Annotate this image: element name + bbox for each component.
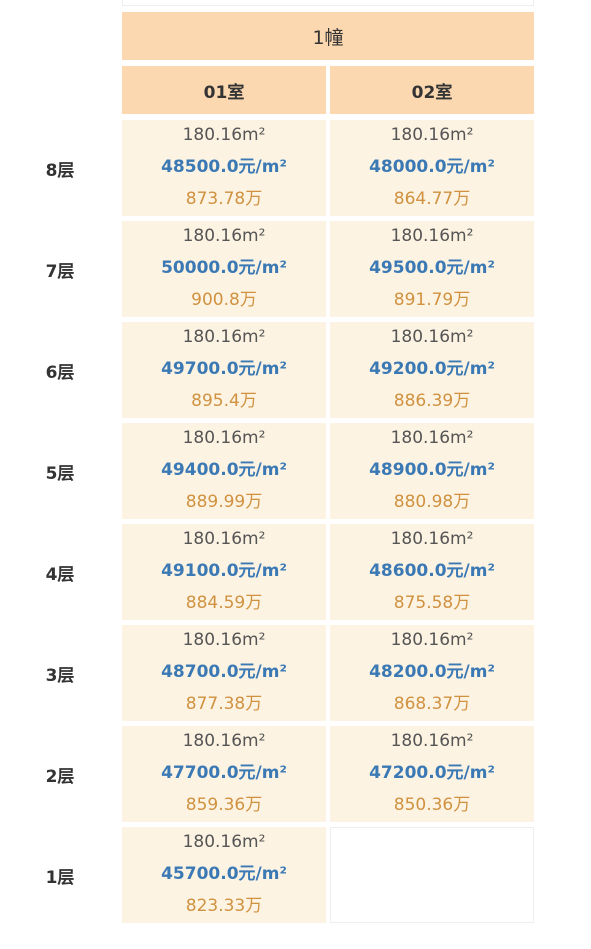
unit-area: 180.16m² — [182, 327, 266, 347]
unit-total: 895.4万 — [191, 391, 257, 411]
floor-label: 3层 — [45, 665, 75, 686]
unit-price: 49200.0元/m² — [369, 359, 495, 379]
unit-cell: 180.16m² 49500.0元/m² 891.79万 — [330, 221, 534, 317]
unit-area: 180.16m² — [182, 428, 266, 448]
unit-price: 48700.0元/m² — [161, 662, 287, 682]
floor-label: 8层 — [45, 160, 75, 181]
unit-total: 889.99万 — [185, 492, 263, 512]
unit-price: 49700.0元/m² — [161, 359, 287, 379]
building-title: 1幢 — [122, 12, 534, 60]
unit-area: 180.16m² — [390, 226, 474, 246]
unit-cell: 180.16m² 48000.0元/m² 864.77万 — [330, 120, 534, 216]
unit-area: 180.16m² — [182, 529, 266, 549]
unit-cell: 180.16m² 49200.0元/m² 886.39万 — [330, 322, 534, 418]
unit-cell: 180.16m² 45700.0元/m² 823.33万 — [122, 827, 326, 923]
unit-total: 900.8万 — [191, 290, 257, 310]
unit-cell: 180.16m² 48600.0元/m² 875.58万 — [330, 524, 534, 620]
empty-cell — [330, 827, 534, 923]
unit-price: 48900.0元/m² — [369, 460, 495, 480]
unit-cell: 180.16m² 49400.0元/m² 889.99万 — [122, 423, 326, 519]
unit-price: 47200.0元/m² — [369, 763, 495, 783]
unit-cell: 180.16m² 48700.0元/m² 877.38万 — [122, 625, 326, 721]
unit-total: 868.37万 — [393, 694, 471, 714]
unit-area: 180.16m² — [390, 428, 474, 448]
unit-total: 880.98万 — [393, 492, 471, 512]
unit-total: 850.36万 — [393, 795, 471, 815]
unit-area: 180.16m² — [390, 731, 474, 751]
unit-cell: 180.16m² 48900.0元/m² 880.98万 — [330, 423, 534, 519]
unit-total: 873.78万 — [185, 189, 263, 209]
unit-area: 180.16m² — [182, 125, 266, 145]
unit-price: 49500.0元/m² — [369, 258, 495, 278]
floor-label: 4层 — [45, 564, 75, 585]
unit-total: 859.36万 — [185, 795, 263, 815]
unit-price: 50000.0元/m² — [161, 258, 287, 278]
unit-total: 864.77万 — [393, 189, 471, 209]
unit-price: 49400.0元/m² — [161, 460, 287, 480]
table-edge — [122, 0, 534, 6]
unit-area: 180.16m² — [390, 630, 474, 650]
unit-cell: 180.16m² 47200.0元/m² 850.36万 — [330, 726, 534, 822]
unit-price: 45700.0元/m² — [161, 864, 287, 884]
floor-label: 1层 — [45, 867, 75, 888]
unit-total: 891.79万 — [393, 290, 471, 310]
unit-cell: 180.16m² 49700.0元/m² 895.4万 — [122, 322, 326, 418]
unit-price: 47700.0元/m² — [161, 763, 287, 783]
unit-cell: 180.16m² 49100.0元/m² 884.59万 — [122, 524, 326, 620]
unit-total: 823.33万 — [185, 896, 263, 916]
unit-area: 180.16m² — [182, 630, 266, 650]
unit-area: 180.16m² — [390, 327, 474, 347]
unit-price: 48200.0元/m² — [369, 662, 495, 682]
unit-total: 884.59万 — [185, 593, 263, 613]
floor-label: 2层 — [45, 766, 75, 787]
unit-area: 180.16m² — [390, 529, 474, 549]
unit-area: 180.16m² — [182, 226, 266, 246]
room-header: 02室 — [330, 66, 534, 114]
unit-price: 49100.0元/m² — [161, 561, 287, 581]
unit-total: 886.39万 — [393, 391, 471, 411]
unit-area: 180.16m² — [182, 731, 266, 751]
unit-cell: 180.16m² 47700.0元/m² 859.36万 — [122, 726, 326, 822]
floor-label: 7层 — [45, 261, 75, 282]
unit-cell: 180.16m² 48200.0元/m² 868.37万 — [330, 625, 534, 721]
unit-total: 875.58万 — [393, 593, 471, 613]
unit-price: 48500.0元/m² — [161, 157, 287, 177]
unit-total: 877.38万 — [185, 694, 263, 714]
floor-label: 6层 — [45, 362, 75, 383]
floor-label: 5层 — [45, 463, 75, 484]
unit-area: 180.16m² — [182, 832, 266, 852]
unit-cell: 180.16m² 50000.0元/m² 900.8万 — [122, 221, 326, 317]
room-header: 01室 — [122, 66, 326, 114]
unit-cell: 180.16m² 48500.0元/m² 873.78万 — [122, 120, 326, 216]
unit-price: 48000.0元/m² — [369, 157, 495, 177]
unit-price: 48600.0元/m² — [369, 561, 495, 581]
unit-area: 180.16m² — [390, 125, 474, 145]
